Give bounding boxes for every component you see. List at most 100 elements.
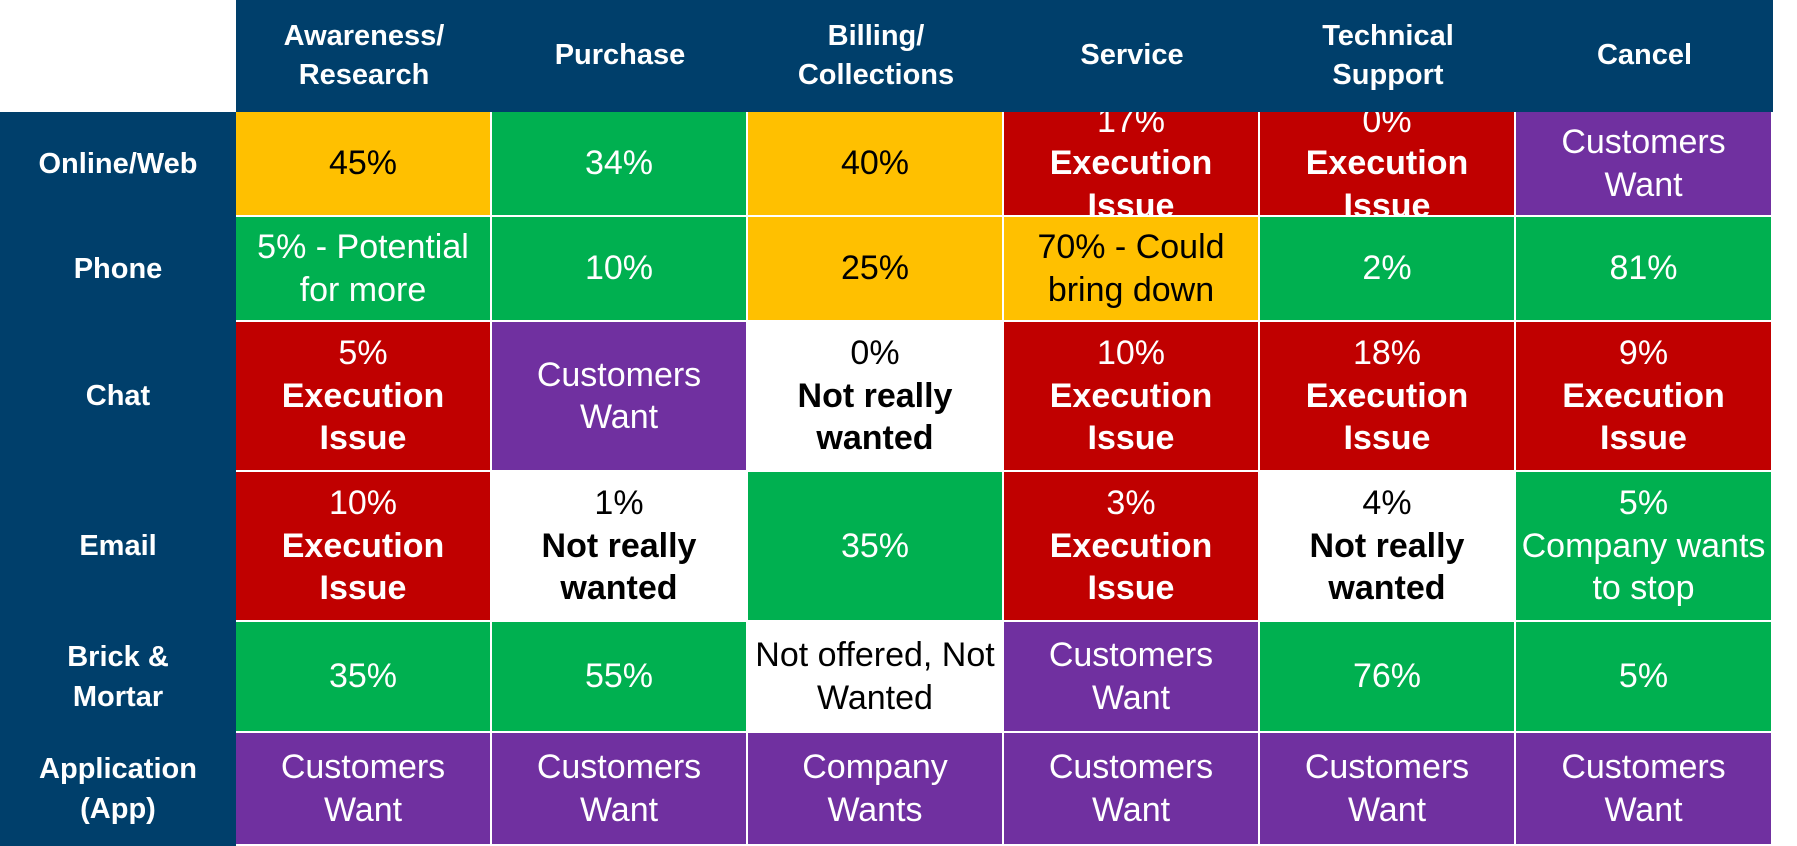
matrix-cell: 76% [1260,622,1516,733]
cell-value: 25% [840,249,910,288]
row-header-label: Online/Web [38,147,198,180]
row-header-label: Application (App) [39,753,197,825]
cell-value: 0% [1362,112,1412,140]
cell-value: 81% [1609,249,1678,288]
cell-value: 5% [338,334,388,373]
matrix-cell: 3% Execution Issue [1004,472,1260,622]
matrix-cell: 5% - Potential for more [236,217,492,322]
column-header-label: Awareness/ Research [283,19,445,91]
cell-value: 40% [840,144,910,183]
cell-value: 76% [1352,657,1422,696]
cell-value: 10% [584,249,654,288]
matrix-cell: Customers Want [1004,622,1260,733]
cell-value: 45% [328,144,398,183]
matrix-cell: Customers Want [492,322,748,472]
cell-value: Customers Want [280,748,446,829]
cell-value: Customers Want [1561,748,1726,829]
cell-status-label: Execution Issue [1049,526,1213,608]
cell-status-label: Not really wanted [1309,526,1465,608]
cell-value: Customers Want [1304,748,1470,829]
matrix-cell: 81% [1516,217,1773,322]
cell-value: 0% [850,334,900,373]
matrix-cell: 17% Execution Issue [1004,112,1260,217]
column-header: Service [1004,0,1260,112]
column-header-label: Technical Support [1322,19,1454,91]
matrix-cell: 2% [1260,217,1516,322]
row-header: Phone [0,217,236,322]
matrix-cell: Customers Want [1516,733,1773,846]
cell-status-label: Execution Issue [281,526,445,608]
cell-value: 4% [1362,484,1412,523]
cell-value: 35% [840,526,910,565]
row-header: Brick & Mortar [0,622,236,733]
matrix-cell: 35% [748,472,1004,622]
cell-value: 1% [594,484,644,523]
cell-value: Customers Want [1048,748,1214,829]
matrix-cell: 5% [1516,622,1773,733]
matrix-cell: 0% Execution Issue [1260,112,1516,217]
cell-value: 5% Company wants to stop [1521,484,1766,608]
corner-blank [0,0,236,112]
column-header: Cancel [1516,0,1773,112]
matrix-cell: 34% [492,112,748,217]
cell-value: 3% [1106,484,1156,523]
column-header: Purchase [492,0,748,112]
matrix-cell: 55% [492,622,748,733]
matrix-cell: 5% Company wants to stop [1516,472,1773,622]
matrix-cell: Customers Want [1260,733,1516,846]
matrix-cell: 10% Execution Issue [1004,322,1260,472]
matrix-cell: Customers Want [236,733,492,846]
row-header: Online/Web [0,112,236,217]
row-header-label: Email [79,530,157,563]
matrix-cell: 5% Execution Issue [236,322,492,472]
matrix-cell: 25% [748,217,1004,322]
matrix-cell: Customers Want [1004,733,1260,846]
matrix-cell: 0% Not really wanted [748,322,1004,472]
cell-status-label: Not really wanted [541,526,697,608]
row-header-label: Brick & Mortar [67,641,169,713]
row-header-label: Phone [73,252,163,285]
matrix-cell: 45% [236,112,492,217]
matrix-cell: Customers Want [1516,112,1773,217]
matrix-cell: 70% - Could bring down [1004,217,1260,322]
cell-value: 18% [1352,334,1422,373]
cell-value: 70% - Could bring down [1037,228,1225,309]
cell-value: 5% [1618,657,1669,696]
cell-value: 34% [584,144,654,183]
matrix-cell: Customers Want [492,733,748,846]
cell-value: 9% [1618,334,1669,373]
cell-status-label: Execution Issue [1562,376,1725,458]
matrix-cell: 1% Not really wanted [492,472,748,622]
cell-value: 5% - Potential for more [257,228,469,309]
cell-value: Customers Want [536,355,702,437]
cell-value: 55% [584,657,654,696]
cell-status-label: Execution Issue [281,376,445,458]
cell-value: 10% [328,484,398,523]
cell-value: Not offered, Not Wanted [755,636,995,717]
cell-value: Company Wants [802,748,948,829]
row-header: Application (App) [0,733,236,846]
cell-value: 17% [1096,112,1166,140]
cell-value: Customers Want [1048,636,1214,717]
matrix-cell: 9% Execution Issue [1516,322,1773,472]
matrix-cell: 40% [748,112,1004,217]
column-header-label: Purchase [554,39,686,72]
matrix-cell: 10% [492,217,748,322]
cell-value: 2% [1362,249,1412,288]
row-header: Chat [0,322,236,472]
cell-value: Customers Want [536,748,702,829]
cell-status-label: Execution Issue [1049,144,1213,217]
matrix-cell: 4% Not really wanted [1260,472,1516,622]
cell-status-label: Execution Issue [1049,376,1213,458]
cell-value: Customers Want [1561,123,1726,204]
matrix-cell: 18% Execution Issue [1260,322,1516,472]
cell-status-label: Not really wanted [797,376,953,458]
row-header-label: Chat [85,380,151,413]
cell-status-label: Execution Issue [1305,376,1469,458]
column-header-label: Billing/ Collections [797,19,955,91]
matrix-cell: Not offered, Not Wanted [748,622,1004,733]
column-header-label: Cancel [1596,39,1693,72]
column-header: Awareness/ Research [236,0,492,112]
column-header-label: Service [1080,39,1184,72]
